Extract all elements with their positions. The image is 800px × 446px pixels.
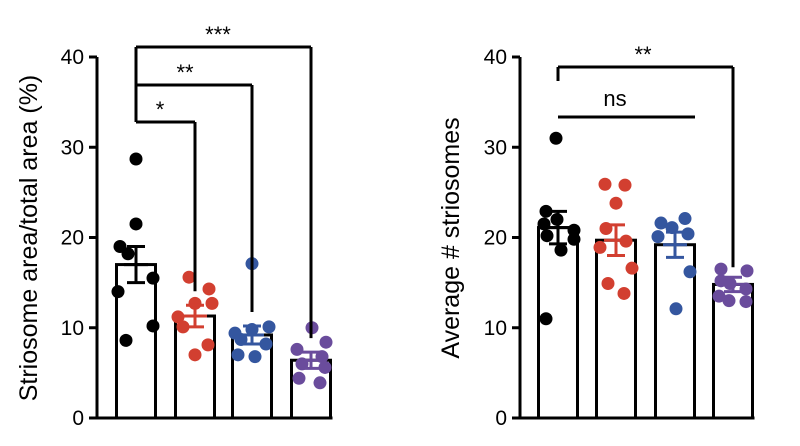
- data-point: [617, 286, 631, 300]
- significance-label: ***: [205, 22, 231, 47]
- data-point: [722, 294, 736, 308]
- data-point: [681, 227, 695, 241]
- data-point: [609, 196, 623, 210]
- data-point: [598, 177, 612, 191]
- data-point: [712, 289, 726, 303]
- significance-label: **: [634, 42, 652, 67]
- bar: [115, 263, 157, 420]
- data-point: [262, 320, 276, 334]
- significance-label: **: [176, 60, 194, 85]
- data-point: [549, 131, 563, 145]
- data-point: [618, 178, 632, 192]
- bar: [290, 358, 332, 420]
- y-tick-label: 0: [72, 407, 84, 430]
- data-point: [554, 243, 568, 257]
- data-point: [593, 240, 607, 254]
- data-point: [182, 270, 196, 284]
- data-point: [231, 348, 245, 362]
- data-point: [539, 204, 553, 218]
- data-point: [714, 262, 728, 276]
- data-point: [171, 310, 185, 324]
- data-point: [129, 217, 143, 231]
- data-point: [188, 348, 202, 362]
- y-axis-label: Average # striosomes: [437, 117, 465, 358]
- data-point: [539, 312, 553, 326]
- data-point: [739, 295, 753, 309]
- data-point: [651, 230, 665, 244]
- data-point: [290, 342, 304, 356]
- data-point: [567, 223, 581, 237]
- y-tick-label: 30: [61, 136, 84, 159]
- data-point: [683, 265, 697, 279]
- data-point: [121, 247, 135, 261]
- y-axis-label: Striosome area/total area (%): [15, 75, 43, 402]
- y-tick-label: 20: [61, 227, 84, 250]
- data-point: [292, 371, 306, 385]
- y-tick-label: 40: [61, 46, 84, 69]
- panel-striosome-count: 0 10 20 30 40 Average # striosomes ns **: [437, 42, 755, 430]
- data-point: [313, 376, 327, 390]
- data-point: [202, 282, 216, 296]
- data-point: [119, 333, 133, 347]
- data-point: [146, 271, 160, 285]
- data-point: [205, 296, 219, 310]
- y-tick-label: 10: [61, 317, 84, 340]
- data-point: [654, 216, 668, 230]
- data-point: [259, 337, 273, 351]
- data-point: [129, 152, 143, 166]
- data-point: [319, 335, 333, 349]
- data-point: [248, 350, 262, 364]
- data-point: [146, 319, 160, 333]
- data-point: [318, 360, 332, 374]
- y-tick-label: 30: [484, 136, 507, 159]
- data-point: [669, 302, 683, 316]
- data-point: [201, 338, 215, 352]
- y-tick-label: 0: [495, 407, 507, 430]
- significance-label: *: [156, 97, 165, 122]
- data-point: [740, 264, 754, 278]
- data-point: [540, 229, 554, 243]
- significance-label: ns: [603, 86, 626, 111]
- data-point: [625, 261, 639, 275]
- data-point: [601, 277, 615, 291]
- y-tick-label: 20: [484, 227, 507, 250]
- data-point: [567, 232, 581, 246]
- y-tick-label: 40: [484, 46, 507, 69]
- data-point: [678, 212, 692, 226]
- data-point: [111, 285, 125, 299]
- y-tick-label: 10: [484, 317, 507, 340]
- data-point: [176, 320, 190, 334]
